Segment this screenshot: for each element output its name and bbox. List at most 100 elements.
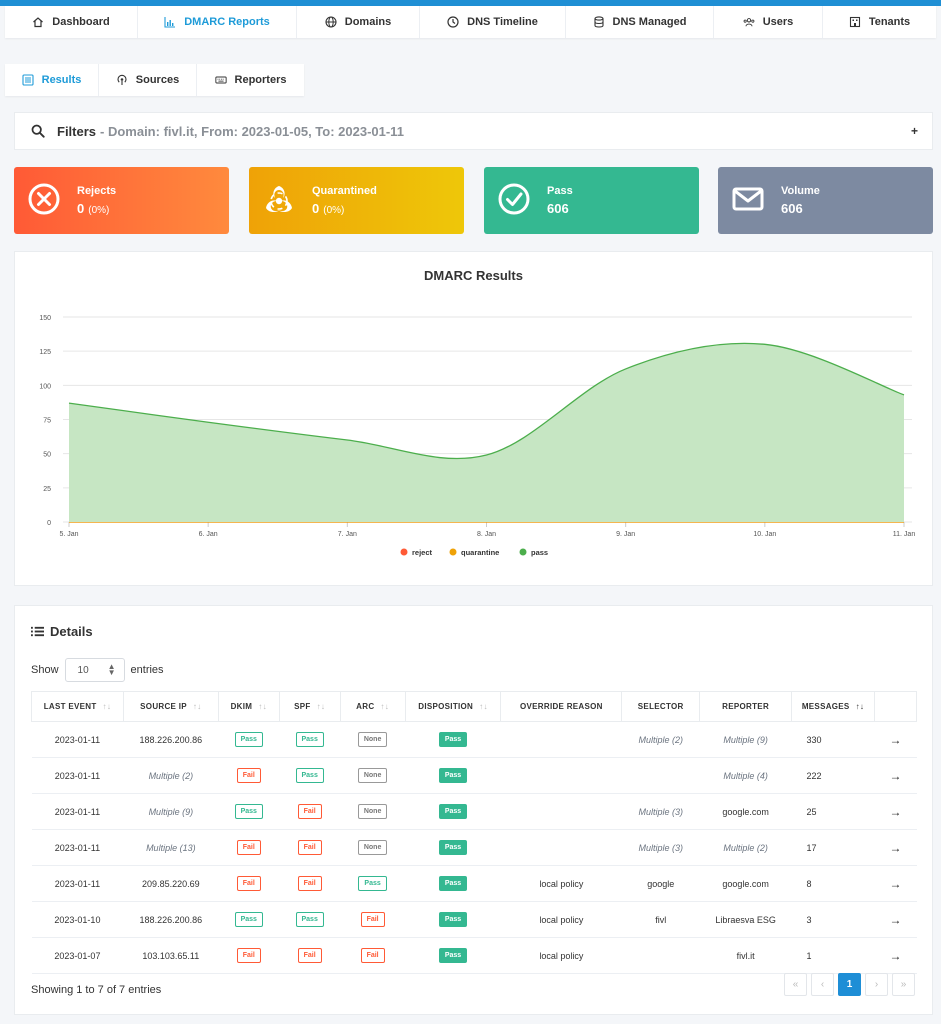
nav-item-label: DNS Timeline bbox=[467, 16, 538, 28]
reporter-cell: google.com bbox=[699, 793, 792, 830]
messages-cell: 17 bbox=[791, 829, 875, 866]
column-header-label: ARC bbox=[356, 702, 375, 711]
y-tick-label: 75 bbox=[43, 418, 51, 425]
x-circle-icon bbox=[28, 183, 60, 215]
messages-cell: 25 bbox=[791, 793, 875, 830]
disposition-cell: Pass bbox=[405, 937, 501, 974]
nav-item-dmarc-reports[interactable]: DMARC Reports bbox=[138, 6, 297, 38]
arc-badge: None bbox=[357, 732, 388, 747]
last-page-button[interactable]: » bbox=[892, 973, 915, 996]
first-page-button[interactable]: « bbox=[784, 973, 807, 996]
quarantined-percent: (0%) bbox=[323, 205, 345, 216]
chart-title: DMARC Results bbox=[424, 268, 523, 283]
column-header[interactable]: SOURCE IP ↑↓ bbox=[122, 691, 219, 722]
column-header-label: DISPOSITION bbox=[418, 702, 474, 711]
column-header[interactable]: LAST EVENT ↑↓ bbox=[31, 691, 124, 722]
prev-page-button[interactable]: ‹ bbox=[811, 973, 834, 996]
nav-item-dns-managed[interactable]: DNS Managed bbox=[566, 6, 714, 38]
dkim-cell: Fail bbox=[218, 865, 280, 902]
spf-badge: Fail bbox=[297, 840, 322, 855]
nav-item-label: Domains bbox=[344, 16, 392, 28]
disposition-cell: Pass bbox=[405, 757, 501, 794]
series-pass-line bbox=[68, 342, 905, 460]
users-icon bbox=[743, 16, 755, 28]
nav-item-dns-timeline[interactable]: DNS Timeline bbox=[420, 6, 566, 38]
rejects-value-line: 0 (0%) bbox=[77, 201, 109, 216]
spf-cell: Fail bbox=[279, 829, 341, 866]
chart-plot: 0 25 50 75 100 125 150 5. Jan 6. Jan 7. Jan 8. Jan… bbox=[39, 315, 915, 557]
filters-expand-button[interactable]: + bbox=[910, 124, 918, 138]
column-header[interactable]: MESSAGES ↑↓ bbox=[791, 691, 875, 722]
nav-item-tenants[interactable]: Tenants bbox=[823, 6, 936, 38]
tab-reporters[interactable]: Reporters bbox=[197, 64, 304, 96]
tab-results[interactable]: Results bbox=[5, 64, 99, 96]
disposition-badge: Pass bbox=[438, 876, 468, 891]
legend-quarantine-marker bbox=[449, 548, 457, 556]
list-icon bbox=[31, 625, 44, 638]
table-row[interactable]: 2023-01-11 Multiple (13) Fail Fail None Pass M… bbox=[31, 829, 917, 866]
row-detail-arrow-icon[interactable]: → bbox=[874, 829, 917, 866]
legend-pass-marker bbox=[519, 548, 527, 556]
table-row[interactable]: 2023-01-07 103.103.65.11 Fail Fail Fail Pass l… bbox=[31, 937, 917, 974]
table-row[interactable]: 2023-01-11 188.226.200.86 Pass Pass None Pass… bbox=[31, 721, 917, 758]
source-ip-cell: 103.103.65.11 bbox=[123, 937, 219, 974]
table-row[interactable]: 2023-01-11 Multiple (9) Pass Fail None Pass Mu… bbox=[31, 793, 917, 830]
search-icon bbox=[31, 124, 45, 138]
source-ip-cell: 209.85.220.69 bbox=[123, 865, 219, 902]
table-info: Showing 1 to 7 of 7 entries bbox=[31, 984, 162, 996]
filters-bar[interactable]: Filters - Domain: fivl.it, From: 2023-01… bbox=[14, 112, 933, 150]
row-detail-arrow-icon[interactable]: → bbox=[874, 757, 917, 794]
quarantined-value-line: 0 (0%) bbox=[312, 201, 344, 216]
y-tick-label: 25 bbox=[43, 486, 51, 493]
legend-pass-label: pass bbox=[531, 548, 548, 557]
dkim-badge: Fail bbox=[236, 840, 261, 855]
row-detail-arrow-icon[interactable]: → bbox=[874, 721, 917, 758]
column-header[interactable]: DISPOSITION ↑↓ bbox=[404, 691, 502, 722]
source-ip-cell: Multiple (2) bbox=[123, 757, 219, 794]
source-ip-cell: 188.226.200.86 bbox=[123, 901, 219, 938]
table-row[interactable]: 2023-01-10 188.226.200.86 Pass Pass Fail Pass… bbox=[31, 901, 917, 938]
disposition-cell: Pass bbox=[405, 865, 501, 902]
disposition-badge: Pass bbox=[438, 768, 468, 783]
last-event-cell: 2023-01-10 bbox=[31, 901, 124, 938]
column-header: OVERRIDE REASON bbox=[500, 691, 623, 722]
nav-item-domains[interactable]: Domains bbox=[297, 6, 420, 38]
y-tick-label: 100 bbox=[39, 383, 51, 390]
pagination: « ‹ 1 › » bbox=[784, 973, 915, 996]
x-tick-label: 9. Jan bbox=[616, 531, 635, 538]
row-detail-arrow-icon[interactable]: → bbox=[874, 937, 917, 974]
disposition-badge: Pass bbox=[438, 948, 468, 963]
rejects-label: Rejects bbox=[77, 185, 117, 197]
reporter-cell: Multiple (9) bbox=[699, 721, 792, 758]
next-page-button[interactable]: › bbox=[865, 973, 888, 996]
spf-badge: Fail bbox=[297, 876, 322, 891]
row-detail-arrow-icon[interactable]: → bbox=[874, 793, 917, 830]
entries-select-value: 10 bbox=[77, 664, 89, 676]
check-circle-icon bbox=[498, 183, 530, 215]
disposition-badge: Pass bbox=[438, 732, 468, 747]
nav-item-users[interactable]: Users bbox=[714, 6, 823, 38]
row-detail-arrow-icon[interactable]: → bbox=[874, 901, 917, 938]
y-tick-label: 150 bbox=[39, 315, 51, 322]
column-header[interactable]: ARC ↑↓ bbox=[339, 691, 406, 722]
table-row[interactable]: 2023-01-11 209.85.220.69 Fail Fail Pass Pass l… bbox=[31, 865, 917, 902]
details-heading: Details bbox=[31, 624, 93, 639]
tab-sources[interactable]: Sources bbox=[99, 64, 197, 96]
column-header[interactable]: SPF ↑↓ bbox=[278, 691, 341, 722]
row-detail-arrow-icon[interactable]: → bbox=[874, 865, 917, 902]
legend-reject-marker bbox=[400, 548, 408, 556]
entries-label: entries bbox=[130, 664, 164, 676]
entries-select[interactable]: 10 ▲ ▼ bbox=[64, 658, 125, 682]
selector-cell bbox=[621, 937, 700, 974]
page-1-button[interactable]: 1 bbox=[838, 973, 861, 996]
messages-cell: 222 bbox=[791, 757, 875, 794]
details-table: LAST EVENT ↑↓ SOURCE IP ↑↓ DKIM ↑↓ SPF ↑↓ ARC ↑↓ D… bbox=[31, 691, 918, 974]
disposition-badge: Pass bbox=[438, 840, 468, 855]
arc-badge: None bbox=[357, 768, 388, 783]
table-row[interactable]: 2023-01-11 Multiple (2) Fail Pass None Pass Mu… bbox=[31, 757, 917, 794]
nav-item-dashboard[interactable]: Dashboard bbox=[5, 6, 138, 38]
column-header-label: SELECTOR bbox=[637, 702, 684, 711]
override-cell bbox=[500, 721, 622, 758]
x-tick-label: 5. Jan bbox=[59, 531, 78, 538]
column-header[interactable]: DKIM ↑↓ bbox=[217, 691, 280, 722]
